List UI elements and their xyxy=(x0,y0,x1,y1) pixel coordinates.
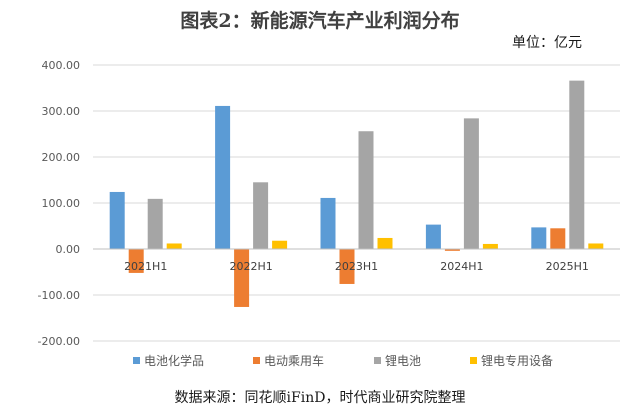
x-axis-categories: 2021H1 2022H1 2023H1 2024H1 2025H1 xyxy=(124,260,589,273)
bar xyxy=(253,182,269,249)
y-tick-label: -200.00 xyxy=(38,335,80,348)
y-tick-label: 100.00 xyxy=(42,197,81,210)
bar xyxy=(531,227,547,249)
bar xyxy=(550,228,566,249)
bar xyxy=(569,80,585,249)
legend-swatch xyxy=(374,357,381,364)
y-tick-label: 0.00 xyxy=(56,243,81,256)
bar xyxy=(358,131,374,249)
bar xyxy=(272,240,288,249)
legend-swatch xyxy=(253,357,260,364)
bar xyxy=(588,243,604,249)
y-tick-label: 200.00 xyxy=(42,151,81,164)
category-label: 2022H1 xyxy=(229,260,272,273)
unit-label: 单位：亿元 xyxy=(512,35,582,51)
bar xyxy=(147,198,163,249)
bar xyxy=(320,197,336,249)
gridlines xyxy=(93,64,620,342)
legend-swatch xyxy=(470,357,477,364)
bar xyxy=(215,105,231,249)
legend: 电池化学品 电动乘用车 锂电池 锂电专用设备 xyxy=(133,353,553,368)
category-label: 2025H1 xyxy=(546,260,589,273)
y-tick-label: 400.00 xyxy=(42,59,81,72)
bars xyxy=(109,80,604,307)
y-tick-label: 300.00 xyxy=(42,105,81,118)
bar xyxy=(234,249,250,307)
legend-label: 电动乘用车 xyxy=(264,353,324,368)
category-label: 2023H1 xyxy=(335,260,378,273)
y-tick-label: -100.00 xyxy=(38,289,80,302)
bar xyxy=(463,118,479,249)
bar xyxy=(444,249,460,251)
legend-swatch xyxy=(133,357,140,364)
bar xyxy=(482,243,498,249)
chart-title: 图表2：新能源汽车产业利润分布 xyxy=(180,9,459,32)
bar xyxy=(166,243,182,249)
bar xyxy=(339,249,355,284)
legend-label: 电池化学品 xyxy=(144,353,204,368)
bar xyxy=(425,224,441,249)
legend-label: 锂电专用设备 xyxy=(481,353,553,368)
legend-label: 锂电池 xyxy=(385,353,421,368)
bar xyxy=(377,237,393,249)
bar xyxy=(109,191,125,249)
category-label: 2021H1 xyxy=(124,260,167,273)
bar xyxy=(128,249,144,273)
y-axis-ticks: 400.00 300.00 200.00 100.00 0.00 -100.00 -200.… xyxy=(38,59,80,348)
category-label: 2024H1 xyxy=(440,260,483,273)
source-note: 数据来源：同花顺iFinD，时代商业研究院整理 xyxy=(175,390,466,406)
